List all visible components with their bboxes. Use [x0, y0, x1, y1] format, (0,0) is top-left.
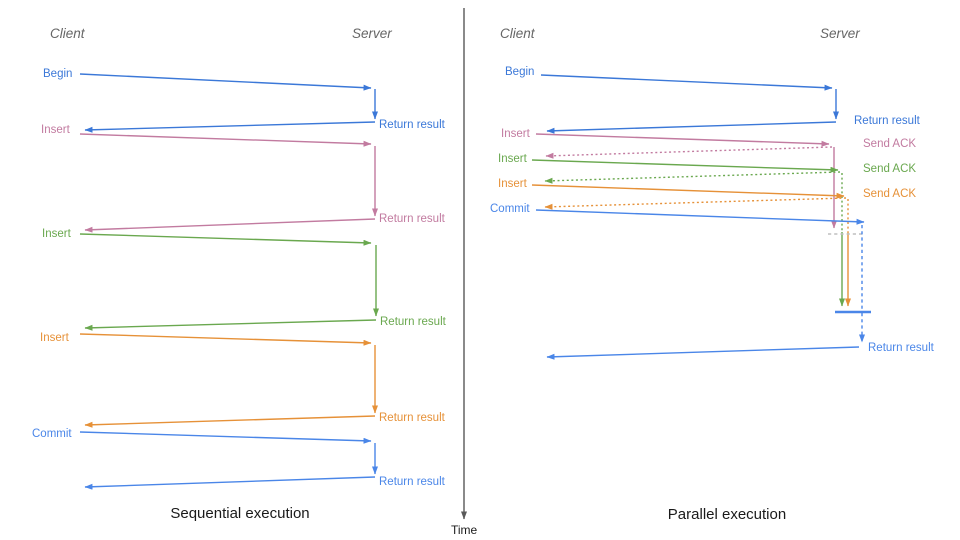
begin-request	[79, 73, 372, 91]
insert2-ack-label: Send ACK	[863, 163, 916, 175]
insert2-ack	[544, 171, 841, 184]
begin-label: Begin	[505, 66, 534, 78]
insert3-label: Insert	[40, 332, 70, 344]
insert1-ack-label: Send ACK	[863, 138, 916, 150]
server-header: Server	[820, 26, 860, 41]
commit-request	[535, 209, 865, 225]
commit-return-label: Return result	[379, 476, 446, 488]
insert2-label: Insert	[42, 228, 72, 240]
sequential-title: Sequential execution	[170, 505, 309, 522]
insert1-ack	[545, 146, 833, 159]
insert1-request	[535, 133, 830, 147]
insert3-return-label: Return result	[379, 412, 446, 424]
insert1-return-label: Return result	[379, 213, 446, 225]
insert3-ack-label: Send ACK	[863, 188, 916, 200]
time-axis-label: Time	[451, 523, 478, 537]
begin-return-label: Return result	[379, 119, 446, 131]
commit-return-label: Return result	[868, 342, 935, 354]
insert2-request	[79, 233, 372, 246]
insert2-return	[84, 319, 377, 331]
begin-return-label: Return result	[854, 115, 921, 127]
sequential-panel: Client Server Begin Return result Insert Retu…	[32, 26, 447, 522]
begin-label: Begin	[43, 68, 72, 80]
parallel-panel: Client Server Begin Return result Insert Send…	[490, 26, 935, 523]
insert1-return	[84, 218, 376, 233]
insert3-ack	[544, 197, 847, 210]
insert3-request	[79, 333, 372, 346]
begin-request	[540, 74, 833, 91]
client-header: Client	[50, 26, 86, 41]
time-axis: Time	[451, 8, 478, 537]
insert2-return-label: Return result	[380, 316, 447, 328]
insert2-request	[531, 159, 839, 173]
parallel-title: Parallel execution	[668, 506, 786, 523]
insert3-label: Insert	[498, 178, 528, 190]
commit-label: Commit	[32, 428, 72, 440]
commit-return	[84, 476, 376, 490]
server-header: Server	[352, 26, 392, 41]
insert2-label: Insert	[498, 153, 528, 165]
client-header: Client	[500, 26, 536, 41]
insert1-label: Insert	[501, 128, 531, 140]
insert1-request	[79, 133, 372, 147]
final-return	[546, 346, 860, 360]
begin-return	[84, 121, 376, 133]
insert3-request	[531, 184, 845, 199]
insert3-return	[84, 415, 376, 428]
commit-label: Commit	[490, 203, 530, 215]
commit-request	[79, 431, 372, 444]
begin-return	[546, 121, 837, 134]
insert1-label: Insert	[41, 124, 71, 136]
